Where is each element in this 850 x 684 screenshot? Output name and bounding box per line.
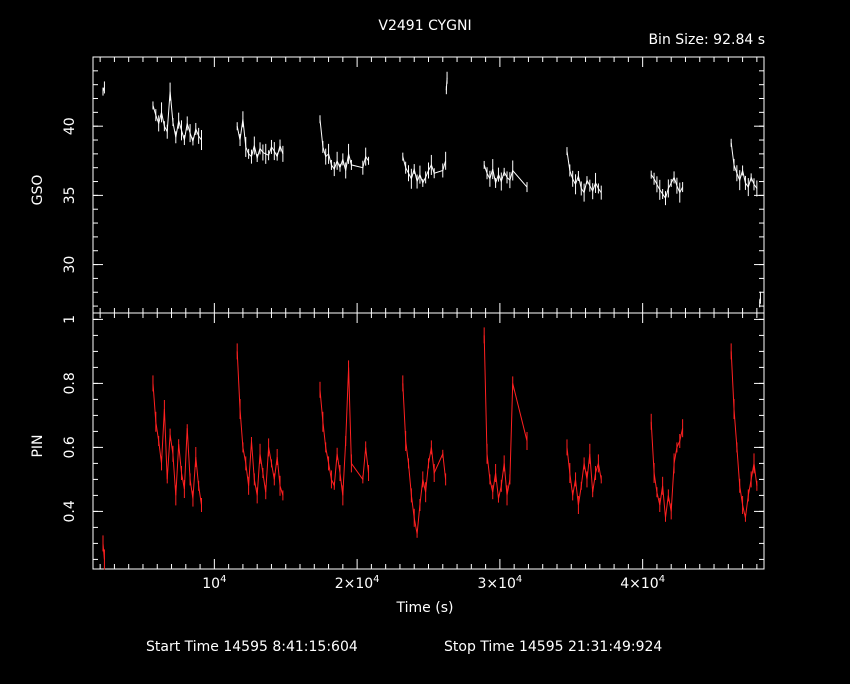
pin-y-tick-label: 0.4 <box>62 500 78 522</box>
gso-y-tick-label: 35 <box>62 186 78 204</box>
start-time-label: Start Time 14595 8:41:15:604 <box>146 639 358 655</box>
bin-size-label: Bin Size: 92.84 s <box>648 32 765 48</box>
x-tick-label: 4×104 <box>620 574 665 592</box>
gso-series-line <box>730 142 758 189</box>
gso-y-tick-label: 30 <box>62 256 78 274</box>
gso-panel: 30 35 40 GSO <box>30 56 765 314</box>
pin-y-tick-label: 1 <box>62 315 78 324</box>
x-axis-label: Time (s) <box>396 600 454 616</box>
x-tick-label: 2×104 <box>335 574 380 592</box>
gso-axis-ticks: 30 35 40 <box>62 56 764 313</box>
pin-panel: 0.4 0.6 0.8 1 104 2×104 3×104 4×104 PIN <box>30 312 765 592</box>
gso-axis-label: GSO <box>30 175 46 206</box>
x-tick-label: 3×104 <box>477 574 522 592</box>
pin-axis-label: PIN <box>30 434 46 457</box>
pin-series <box>102 327 758 570</box>
chart-title: V2491 CYGNI <box>378 18 471 34</box>
pin-series-line <box>730 351 758 518</box>
pin-y-tick-label: 0.8 <box>62 372 78 394</box>
pin-y-tick-label: 0.6 <box>62 436 78 458</box>
x-tick-label: 104 <box>202 574 226 592</box>
gso-series <box>102 71 761 308</box>
pin-axis-ticks: 0.4 0.6 0.8 1 104 2×104 3×104 4×104 <box>62 313 764 592</box>
stop-time-label: Stop Time 14595 21:31:49:924 <box>444 639 662 655</box>
gso-y-tick-label: 40 <box>62 117 78 135</box>
